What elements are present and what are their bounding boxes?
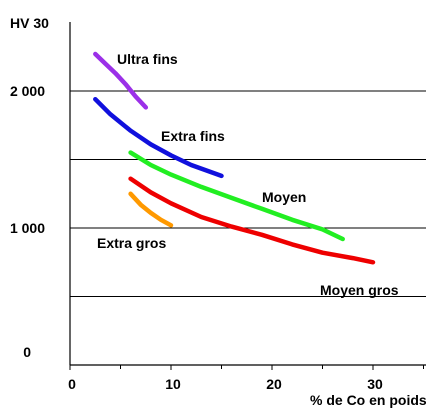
x-tick-label-10: 10 xyxy=(165,376,181,392)
x-axis-label: % de Co en poids xyxy=(310,392,426,408)
x-tick-label-0: 0 xyxy=(68,376,76,392)
x-tick-label-20: 20 xyxy=(266,376,282,392)
y-tick-label-0: 0 xyxy=(23,344,31,360)
y-tick-label-2000: 2 000 xyxy=(10,83,45,99)
series-label-extra-gros: Extra gros xyxy=(97,235,166,251)
gridlines xyxy=(70,90,426,297)
series-line-extra-gros xyxy=(128,191,174,228)
y-tick-label-1000: 1 000 xyxy=(10,220,45,236)
series-label-moyen: Moyen xyxy=(262,189,306,205)
y-ticks: 0 1 000 2 000 xyxy=(10,83,45,360)
series-line-moyen xyxy=(128,150,345,242)
y-axis-label: HV 30 xyxy=(10,15,49,31)
x-tick-label-30: 30 xyxy=(367,376,383,392)
series-line-moyen-gros xyxy=(128,176,376,265)
series-label-moyen-gros: Moyen gros xyxy=(320,282,399,298)
series-label-ultra-fins: Ultra fins xyxy=(117,51,178,67)
series-label-extra-fins: Extra fins xyxy=(161,128,225,144)
x-ticks: 0 10 20 30 xyxy=(68,365,424,392)
series-lines xyxy=(93,51,376,265)
series-line-extra-fins xyxy=(93,96,224,179)
series-line-ultra-fins xyxy=(93,51,149,110)
